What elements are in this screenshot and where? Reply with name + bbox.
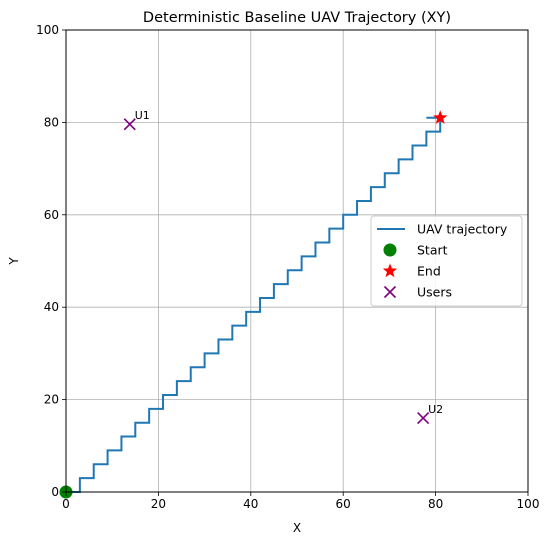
- y-tick-label: 0: [51, 485, 59, 499]
- x-tick-label: 60: [336, 497, 351, 511]
- y-tick-label: 40: [44, 300, 59, 314]
- legend-label: Users: [417, 285, 452, 300]
- legend: UAV trajectory Start End Users: [370, 215, 523, 307]
- marker-stroke: [383, 285, 397, 299]
- legend-label: Start: [417, 243, 448, 258]
- x-axis-label: X: [293, 521, 301, 535]
- legend-cross-swatch: [383, 285, 397, 299]
- y-tick-label: 100: [36, 23, 59, 37]
- legend-item-trajectory: UAV trajectory: [377, 222, 508, 237]
- user-label: U1: [135, 109, 150, 122]
- x-tick-label: 80: [428, 497, 443, 511]
- uav-trajectory-line: [66, 116, 442, 493]
- y-axis-label: Y: [7, 257, 21, 266]
- plot-series: U1 U2: [59, 109, 448, 499]
- x-tick-label: 100: [517, 497, 540, 511]
- y-tick-label: 60: [44, 208, 59, 222]
- user-label: U2: [428, 403, 443, 416]
- x-tick-label: 0: [62, 497, 70, 511]
- y-tick-label: 20: [44, 393, 59, 407]
- legend-label: UAV trajectory: [417, 222, 508, 237]
- x-tick-label: 40: [243, 497, 258, 511]
- marker-stroke: [123, 118, 136, 131]
- marker-stroke: [417, 412, 430, 425]
- legend-star-swatch: [382, 263, 398, 278]
- y-tick-label: 80: [44, 115, 59, 129]
- legend-item-start: Start: [383, 243, 448, 258]
- legend-item-users: Users: [383, 285, 452, 300]
- plot-frame: [65, 29, 529, 493]
- end-marker: [433, 110, 448, 124]
- chart-title: Deterministic Baseline UAV Trajectory (X…: [143, 10, 451, 26]
- user-marker: [123, 118, 136, 131]
- legend-circle-swatch: [383, 243, 397, 257]
- x-tick-label: 20: [151, 497, 166, 511]
- legend-box: [370, 215, 523, 307]
- legend-label: End: [417, 264, 441, 279]
- user-marker: [417, 412, 430, 425]
- legend-item-end: End: [382, 263, 441, 279]
- axis-ticks: 0 20 40 60 80 100 0 20 40 60 80 100: [36, 23, 539, 511]
